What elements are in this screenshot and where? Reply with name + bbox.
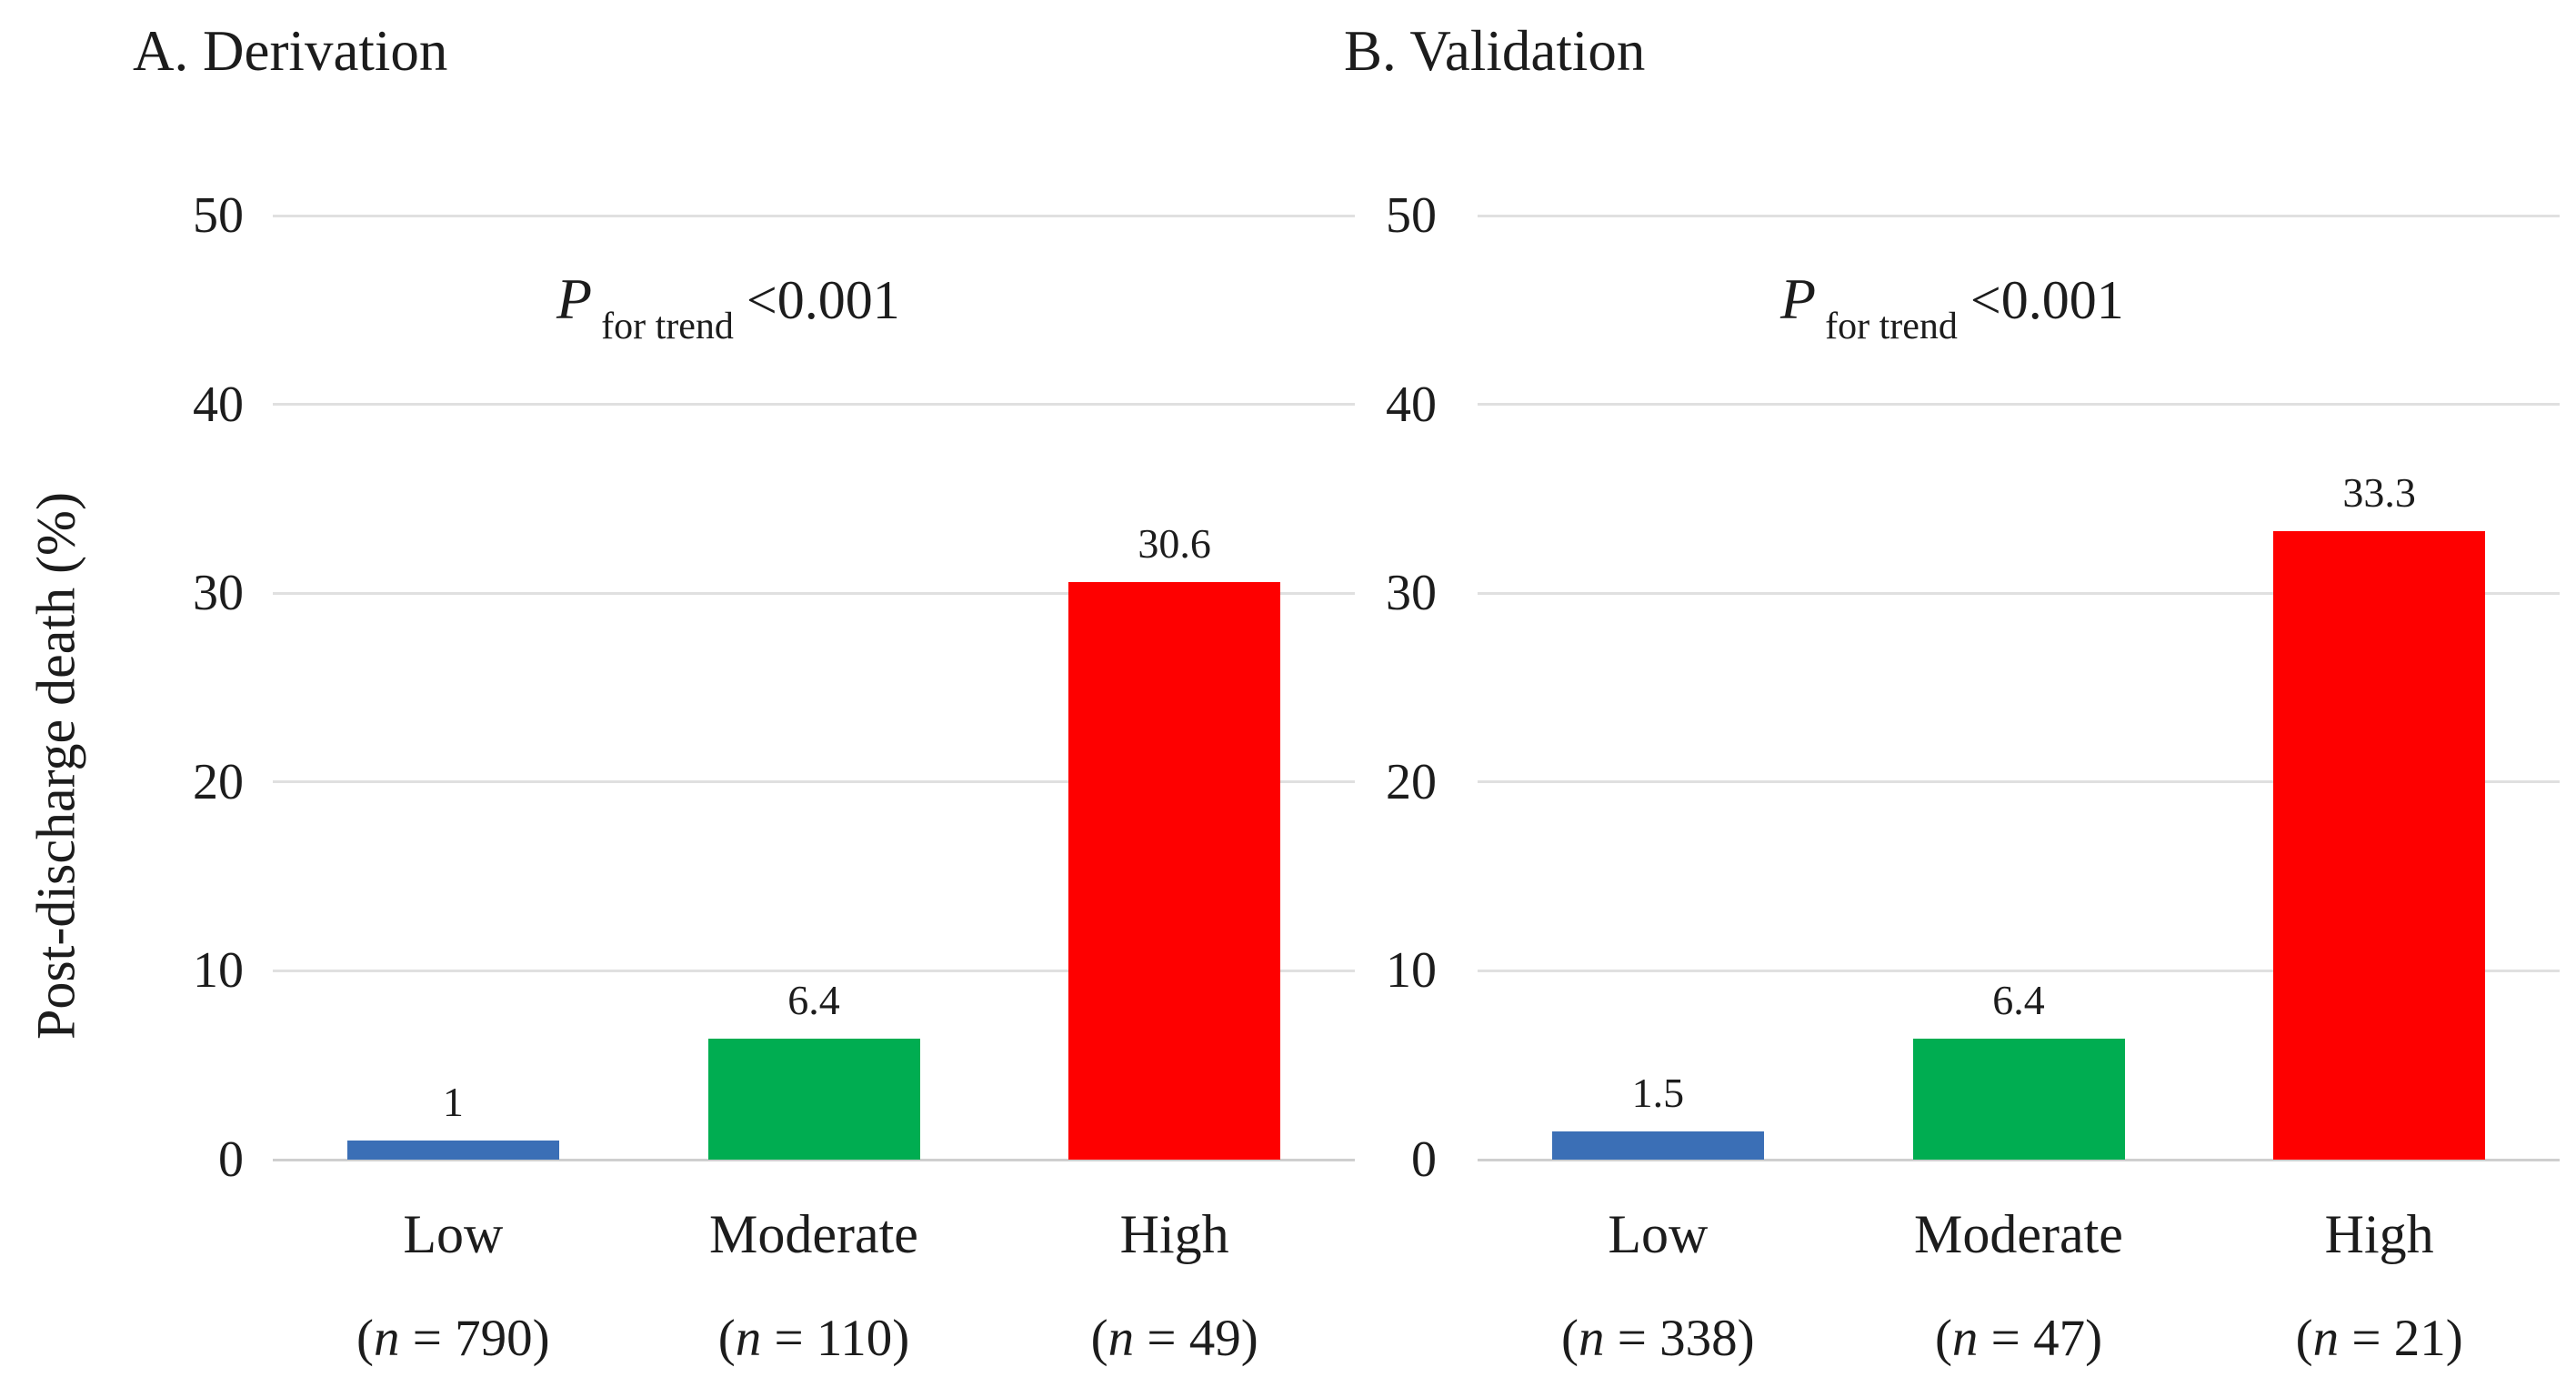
y-tick-label: 50 (193, 187, 244, 244)
n-count-label: (n = 790) (356, 1310, 550, 1367)
category-label: Low (1608, 1204, 1709, 1264)
y-tick-label: 30 (1386, 565, 1437, 622)
n-count-label: (n = 21) (2295, 1310, 2463, 1367)
gridline (1478, 591, 2560, 595)
category-label: Low (403, 1204, 504, 1264)
y-tick-label: 40 (193, 376, 244, 433)
bar-moderate (1912, 1039, 2125, 1160)
panel-a-title: A. Derivation (133, 19, 448, 83)
y-tick-label: 10 (193, 942, 244, 1000)
gridline (273, 403, 1355, 407)
gridline (273, 969, 1355, 972)
bar-moderate (707, 1039, 920, 1160)
p-value: <0.001 (746, 270, 900, 330)
y-tick-label: 20 (1386, 753, 1437, 810)
gridline (1478, 780, 2560, 784)
bar-low (346, 1141, 559, 1160)
n-variable: n (2312, 1310, 2340, 1367)
bar-high (2273, 530, 2486, 1160)
n-count-label: (n = 47) (1934, 1310, 2103, 1367)
gridline (273, 214, 1355, 217)
category-label: High (1119, 1204, 1229, 1264)
gridline (273, 591, 1355, 595)
y-tick-label: 20 (193, 753, 244, 810)
category-label: Moderate (1914, 1204, 2123, 1264)
p-symbol: P (556, 266, 593, 331)
p-value: <0.001 (1970, 270, 2124, 330)
gridline (1478, 969, 2560, 972)
bar-high (1068, 581, 1281, 1160)
bar-value-label: 6.4 (1992, 977, 2045, 1024)
panel-b-title: B. Validation (1344, 19, 1646, 83)
n-variable: n (735, 1310, 762, 1367)
p-symbol: P (1780, 266, 1817, 331)
n-variable: n (1951, 1310, 1979, 1367)
bar-value-label: 1.5 (1631, 1069, 1685, 1116)
y-tick-label: 30 (193, 565, 244, 622)
n-variable: n (1108, 1310, 1135, 1367)
gridline (273, 780, 1355, 784)
category-label: High (2324, 1204, 2434, 1264)
bar-value-label: 1 (442, 1079, 464, 1126)
gridline (1478, 403, 2560, 407)
bar-value-label: 33.3 (2342, 468, 2416, 516)
bar-value-label: 30.6 (1138, 519, 1211, 567)
y-tick-label: 0 (218, 1131, 244, 1188)
n-count-label: (n = 49) (1090, 1310, 1258, 1367)
y-tick-label: 0 (1411, 1131, 1437, 1188)
category-label: Moderate (709, 1204, 918, 1264)
y-axis-label: Post-discharge death (%) (25, 491, 86, 1040)
n-count-label: (n = 110) (717, 1310, 910, 1367)
p-subscript: for trend (1825, 306, 1958, 347)
gridline (273, 1158, 1355, 1161)
gridline (1478, 214, 2560, 217)
y-tick-label: 40 (1386, 376, 1437, 433)
p-subscript: for trend (601, 306, 734, 347)
y-tick-label: 50 (1386, 187, 1437, 244)
gridline (1478, 1158, 2560, 1161)
bar-value-label: 6.4 (787, 977, 840, 1024)
n-count-label: (n = 338) (1561, 1310, 1755, 1367)
y-tick-label: 10 (1386, 942, 1437, 1000)
n-variable: n (1579, 1310, 1605, 1367)
n-variable: n (374, 1310, 400, 1367)
bar-low (1551, 1131, 1764, 1160)
